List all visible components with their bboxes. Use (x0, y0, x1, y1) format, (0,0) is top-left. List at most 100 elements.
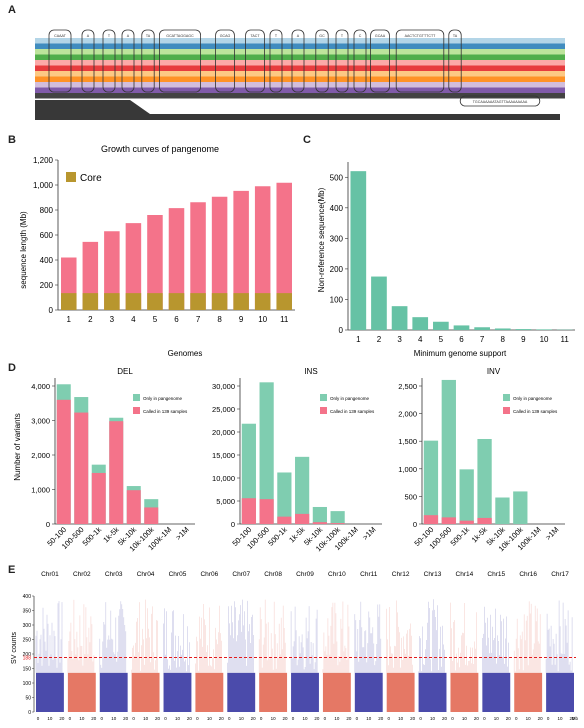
y-tick-label: 20,000 (212, 428, 235, 437)
x-tick-label: 5 (439, 335, 444, 344)
y-axis-label: SV counts (11, 632, 18, 664)
haplotype-stripe (35, 38, 565, 44)
bar-core (61, 293, 77, 310)
x-tick-label: 4 (131, 315, 136, 324)
y-tick-label: 1,000 (31, 486, 50, 495)
y-tick-label: 5,000 (216, 497, 235, 506)
y-tick-label: 250 (23, 638, 32, 644)
x-tick-label: 5 (153, 315, 158, 324)
bar (350, 171, 367, 330)
legend-swatch (320, 407, 327, 414)
graph-node-label: GCAA (375, 34, 386, 38)
y-tick-label: 0 (49, 306, 54, 315)
haplotype-stripe (35, 93, 565, 99)
graph-node (141, 29, 155, 93)
x-tick-label: 20 (442, 716, 448, 721)
panel-letter-b: B (8, 134, 16, 146)
chromosome-label: Chr06 (200, 571, 218, 578)
bar-called-139 (144, 507, 159, 524)
y-tick-label: 100 (23, 681, 32, 687)
x-tick-label: 10 (258, 315, 267, 324)
chromosome-label: Chr10 (328, 571, 346, 578)
bar-called-139 (241, 498, 256, 524)
graph-node (353, 29, 367, 93)
sv-density-chart: SV counts 050100150200250300350400Chr010… (11, 571, 578, 721)
sv-density-core (163, 672, 192, 712)
bar (391, 306, 408, 330)
graph-node (48, 29, 72, 93)
graph-node-label: CAAAT (54, 34, 67, 38)
legend-swatch-core (66, 172, 76, 182)
x-tick-label: 20 (378, 716, 384, 721)
legend-swatch (133, 407, 140, 414)
x-tick-label: 10 (494, 716, 500, 721)
y-tick-label: 0 (231, 520, 235, 529)
nonref-sequence-chart: Non-reference sequence(Mb) Minimum genom… (317, 162, 575, 358)
bar-core (104, 293, 120, 310)
x-tick-label: 20 (187, 716, 193, 721)
x-tick-label: 0 (356, 716, 359, 721)
chromosome-label: Chr01 (41, 571, 59, 578)
graph-node (291, 29, 305, 93)
x-tick-label: 0 (69, 716, 72, 721)
x-tick-label: 500-1k (449, 525, 472, 548)
chromosome-label: Chr16 (519, 571, 537, 578)
graph-node (370, 29, 390, 93)
sv-density-core (514, 672, 543, 712)
x-tick-label: >1M (544, 525, 561, 542)
growth-curve-chart: Growth curves of pangenome sequence leng… (19, 144, 295, 358)
chromosome-label: Chr13 (424, 571, 442, 578)
y-tick-label: 1,000 (398, 465, 417, 474)
x-tick-label: 0 (547, 716, 550, 721)
haplotype-stripe (35, 54, 565, 60)
sv-density-core (99, 672, 128, 712)
bar-total (211, 196, 228, 310)
x-axis-label: Genomes (168, 349, 203, 358)
haplotype-stripe (35, 87, 565, 93)
chromosome-label: Chr17 (551, 571, 569, 578)
bar-core (190, 293, 206, 310)
x-tick-label: 0 (260, 716, 263, 721)
bar-total (147, 215, 163, 310)
y-tick-label: 500 (330, 173, 344, 182)
graph-node (215, 29, 235, 93)
x-tick-label: 10 (79, 716, 85, 721)
y-tick-label: 3,000 (31, 417, 50, 426)
sv-density-spikes (163, 608, 190, 673)
y-tick-label: 30,000 (212, 382, 235, 391)
panel-letter-d: D (8, 362, 16, 374)
chromosome-label: Chr04 (137, 571, 155, 578)
y-tick-label: 1,000 (33, 181, 54, 190)
bar-total (254, 186, 271, 310)
bar-core (211, 293, 228, 310)
legend-swatch (503, 407, 510, 414)
sv-density-spikes (290, 606, 318, 673)
chromosome-label: Chr11 (360, 571, 378, 578)
bar-only-pangenome (477, 438, 492, 524)
bar (515, 329, 532, 330)
y-tick-label: 200 (40, 281, 54, 290)
graph-node (395, 29, 445, 93)
bar (494, 328, 511, 330)
bar-called-139 (91, 472, 106, 524)
sv-density-spikes (35, 601, 63, 673)
x-axis-label: Minimum genome support (414, 349, 507, 358)
sv-density-spikes (418, 599, 445, 673)
y-tick-label: 0 (413, 520, 417, 529)
sv-density-spikes (354, 601, 382, 673)
sv-density-core (67, 672, 96, 712)
graph-node (459, 95, 541, 107)
pangenome-graph-diagram: CAAAT A T A TA GCATTAGGAGC GCAG TACT T A GC T C GCAA A… (35, 29, 565, 120)
bar-called-139 (295, 513, 310, 524)
x-tick-label: 500-1k (266, 525, 289, 548)
x-tick-label: 0 (387, 716, 390, 721)
bar-total (190, 202, 206, 310)
panel-letter-c: C (303, 134, 311, 146)
graph-node (448, 29, 462, 93)
haplotype-stripe (35, 43, 565, 49)
x-tick-label: 11 (561, 335, 570, 344)
sv-density-spikes (67, 599, 95, 673)
y-tick-label: 200 (330, 265, 344, 274)
bar-core (168, 293, 185, 310)
x-tick-label: 10 (334, 716, 340, 721)
